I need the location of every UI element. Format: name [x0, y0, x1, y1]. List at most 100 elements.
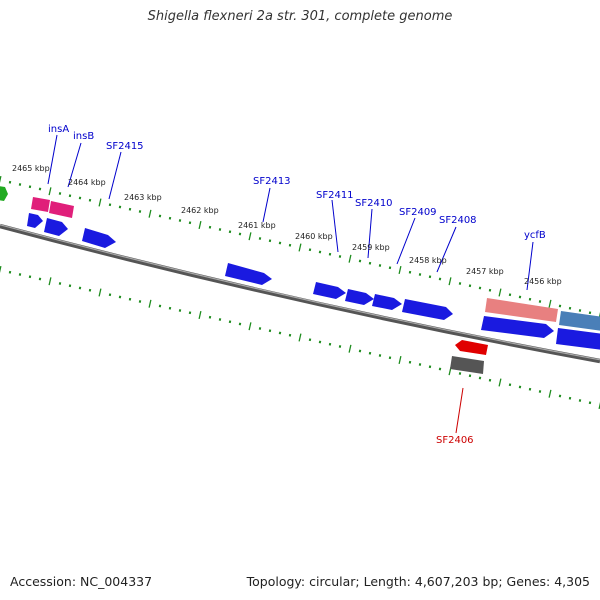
minor-tick — [438, 367, 442, 371]
gene-3 — [481, 316, 554, 338]
minor-tick — [128, 207, 132, 211]
reverse-genes — [450, 340, 488, 374]
minor-tick — [58, 192, 62, 195]
minor-tick — [138, 300, 142, 303]
minor-tick — [588, 401, 592, 405]
minor-tick — [478, 376, 482, 380]
major-tick — [298, 243, 302, 252]
gene-SF2406 — [455, 340, 488, 355]
major-tick — [548, 389, 552, 398]
major-tick — [298, 333, 302, 342]
minor-tick — [168, 306, 172, 310]
minor-tick — [468, 374, 472, 378]
minor-tick — [88, 288, 92, 292]
minor-tick — [388, 356, 392, 360]
minor-tick — [478, 286, 482, 290]
gene-label-SF2413: SF2413 — [253, 176, 291, 187]
minor-tick — [488, 288, 492, 292]
minor-tick — [28, 275, 32, 279]
minor-tick — [538, 390, 542, 393]
genome-stats-text: Topology: circular; Length: 4,607,203 bp… — [246, 574, 590, 589]
minor-tick — [278, 241, 282, 245]
major-tick — [98, 198, 102, 207]
minor-tick — [528, 297, 532, 301]
minor-tick — [428, 365, 432, 369]
minor-tick — [458, 372, 462, 375]
gene-label-SF2409: SF2409 — [399, 207, 437, 218]
minor-tick — [458, 282, 462, 285]
major-tick — [398, 355, 402, 365]
gene-1 — [27, 213, 43, 228]
minor-tick — [578, 309, 582, 312]
minor-tick — [378, 264, 382, 267]
minor-tick — [228, 320, 232, 324]
gene-label-SF2408: SF2408 — [439, 215, 477, 226]
minor-tick — [118, 295, 122, 299]
minor-tick — [228, 230, 232, 234]
gene-gray — [450, 356, 484, 374]
kbp-label-2456: 2456 kbp — [524, 277, 562, 286]
minor-tick — [558, 394, 562, 398]
kbp-label-2461: 2461 kbp — [238, 221, 276, 230]
minor-tick — [78, 196, 82, 200]
minor-tick — [208, 225, 212, 229]
kbp-label-2462: 2462 kbp — [181, 206, 219, 215]
major-tick — [598, 402, 600, 410]
gene-SF2409 — [372, 294, 402, 310]
gene-SF2408 — [402, 299, 453, 320]
gene-insA — [31, 197, 50, 212]
minor-tick — [18, 183, 22, 186]
kbp-label-2459: 2459 kbp — [352, 243, 390, 252]
minor-tick — [308, 338, 312, 342]
minor-tick — [118, 205, 122, 209]
minor-tick — [38, 277, 42, 281]
minor-tick — [508, 293, 512, 297]
minor-tick — [568, 396, 572, 400]
minor-tick — [308, 248, 312, 252]
minor-tick — [28, 185, 32, 189]
minor-tick — [558, 304, 562, 308]
map-title: Shigella flexneri 2a str. 301, complete … — [147, 9, 453, 24]
gene-green-partial — [0, 186, 8, 201]
minor-tick — [8, 180, 12, 184]
minor-tick — [318, 250, 322, 254]
gene-4 — [556, 328, 600, 350]
minor-tick — [318, 340, 322, 344]
minor-tick — [218, 228, 222, 231]
minor-tick — [418, 273, 422, 276]
major-tick — [498, 378, 502, 387]
major-tick — [248, 322, 252, 331]
major-tick — [448, 277, 452, 286]
minor-tick — [238, 322, 242, 326]
kbp-label-2457: 2457 kbp — [466, 267, 504, 276]
minor-tick — [408, 270, 412, 274]
minor-tick — [538, 300, 542, 303]
minor-tick — [178, 219, 182, 222]
minor-tick — [358, 349, 362, 353]
gene-SF2415 — [82, 228, 116, 248]
minor-tick — [488, 378, 492, 382]
minor-tick — [268, 239, 272, 243]
major-tick — [98, 288, 102, 297]
inner-tick-track — [0, 265, 600, 410]
minor-tick — [88, 198, 92, 202]
gene-label-insA: insA — [48, 124, 69, 135]
minor-tick — [288, 333, 292, 337]
minor-tick — [588, 311, 592, 315]
gene-label-SF2410: SF2410 — [355, 198, 393, 209]
minor-tick — [188, 311, 192, 315]
minor-tick — [368, 351, 372, 355]
gene-label-SF2406: SF2406 — [436, 435, 474, 446]
minor-tick — [338, 345, 342, 348]
kbp-label-2458: 2458 kbp — [409, 256, 447, 265]
minor-tick — [518, 295, 522, 299]
minor-tick — [138, 210, 142, 213]
scale-labels: 2465 kbp 2464 kbp 2463 kbp 2462 kbp 2461… — [12, 164, 562, 286]
major-tick — [48, 277, 52, 286]
gene-label-ycfB: ycfB — [524, 230, 546, 241]
major-tick — [48, 187, 52, 196]
outer-tick-track — [0, 175, 600, 320]
kbp-label-2463: 2463 kbp — [124, 193, 162, 202]
minor-tick — [258, 237, 262, 240]
